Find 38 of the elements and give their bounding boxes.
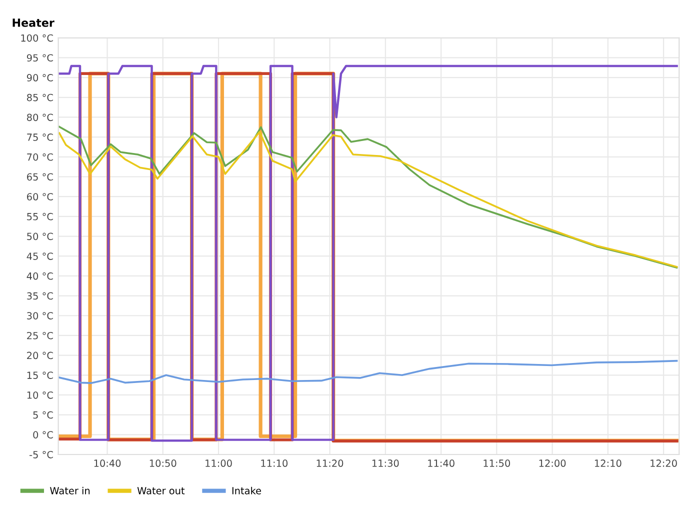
y-tick-label: 25 °C [27,332,53,340]
y-tick-label: 70 °C [27,153,53,161]
x-tick-label: 11:40 [428,460,454,467]
x-tick-label: 11:30 [372,460,399,467]
y-tick-label: 95 °C [26,54,53,62]
x-tick-label: 10:40 [94,460,121,467]
x-tick-label: 12:20 [650,460,677,467]
y-tick-label: 65 °C [27,173,53,181]
y-tick-label: 90 °C [26,74,53,82]
y-tick-label: 30 °C [27,312,53,320]
x-tick-label: 11:00 [206,460,232,467]
y-tick-label: 15 °C [27,372,53,379]
line-series [58,360,678,384]
x-tick-label: 12:10 [595,460,622,467]
y-tick-label: 20 °C [27,352,53,360]
chart-title: Heater [12,18,54,27]
y-tick-label: 0 °C [33,431,53,438]
x-tick-label: 11:10 [261,460,288,467]
legend-label: Water out [137,487,185,494]
y-tick-label: 55 °C [27,212,53,220]
x-tick-label: 11:20 [316,460,344,467]
y-tick-label: 80 °C [26,114,53,122]
legend-label: Water in [50,486,90,494]
y-tick-label: 40 °C [26,272,53,280]
x-tick-label: 12:00 [539,460,566,467]
y-tick-label: 10 °C [27,391,53,399]
legend-label: Intake [232,486,262,494]
x-tick-label: 11:50 [484,460,510,467]
y-tick-label: 50 °C [27,232,53,240]
y-tick-label: 75 °C [27,134,53,141]
y-tick-label: 5 °C [33,411,53,419]
x-tick-label: 10:50 [150,460,176,467]
y-tick-label: 100 °C [21,34,53,42]
y-tick-label: 60 °C [27,193,53,200]
y-tick-label: 35 °C [27,292,53,300]
y-tick-label: 85 °C [26,94,53,102]
y-tick-label: 45 °C [26,252,53,260]
y-tick-label: -5 °C [29,450,53,458]
